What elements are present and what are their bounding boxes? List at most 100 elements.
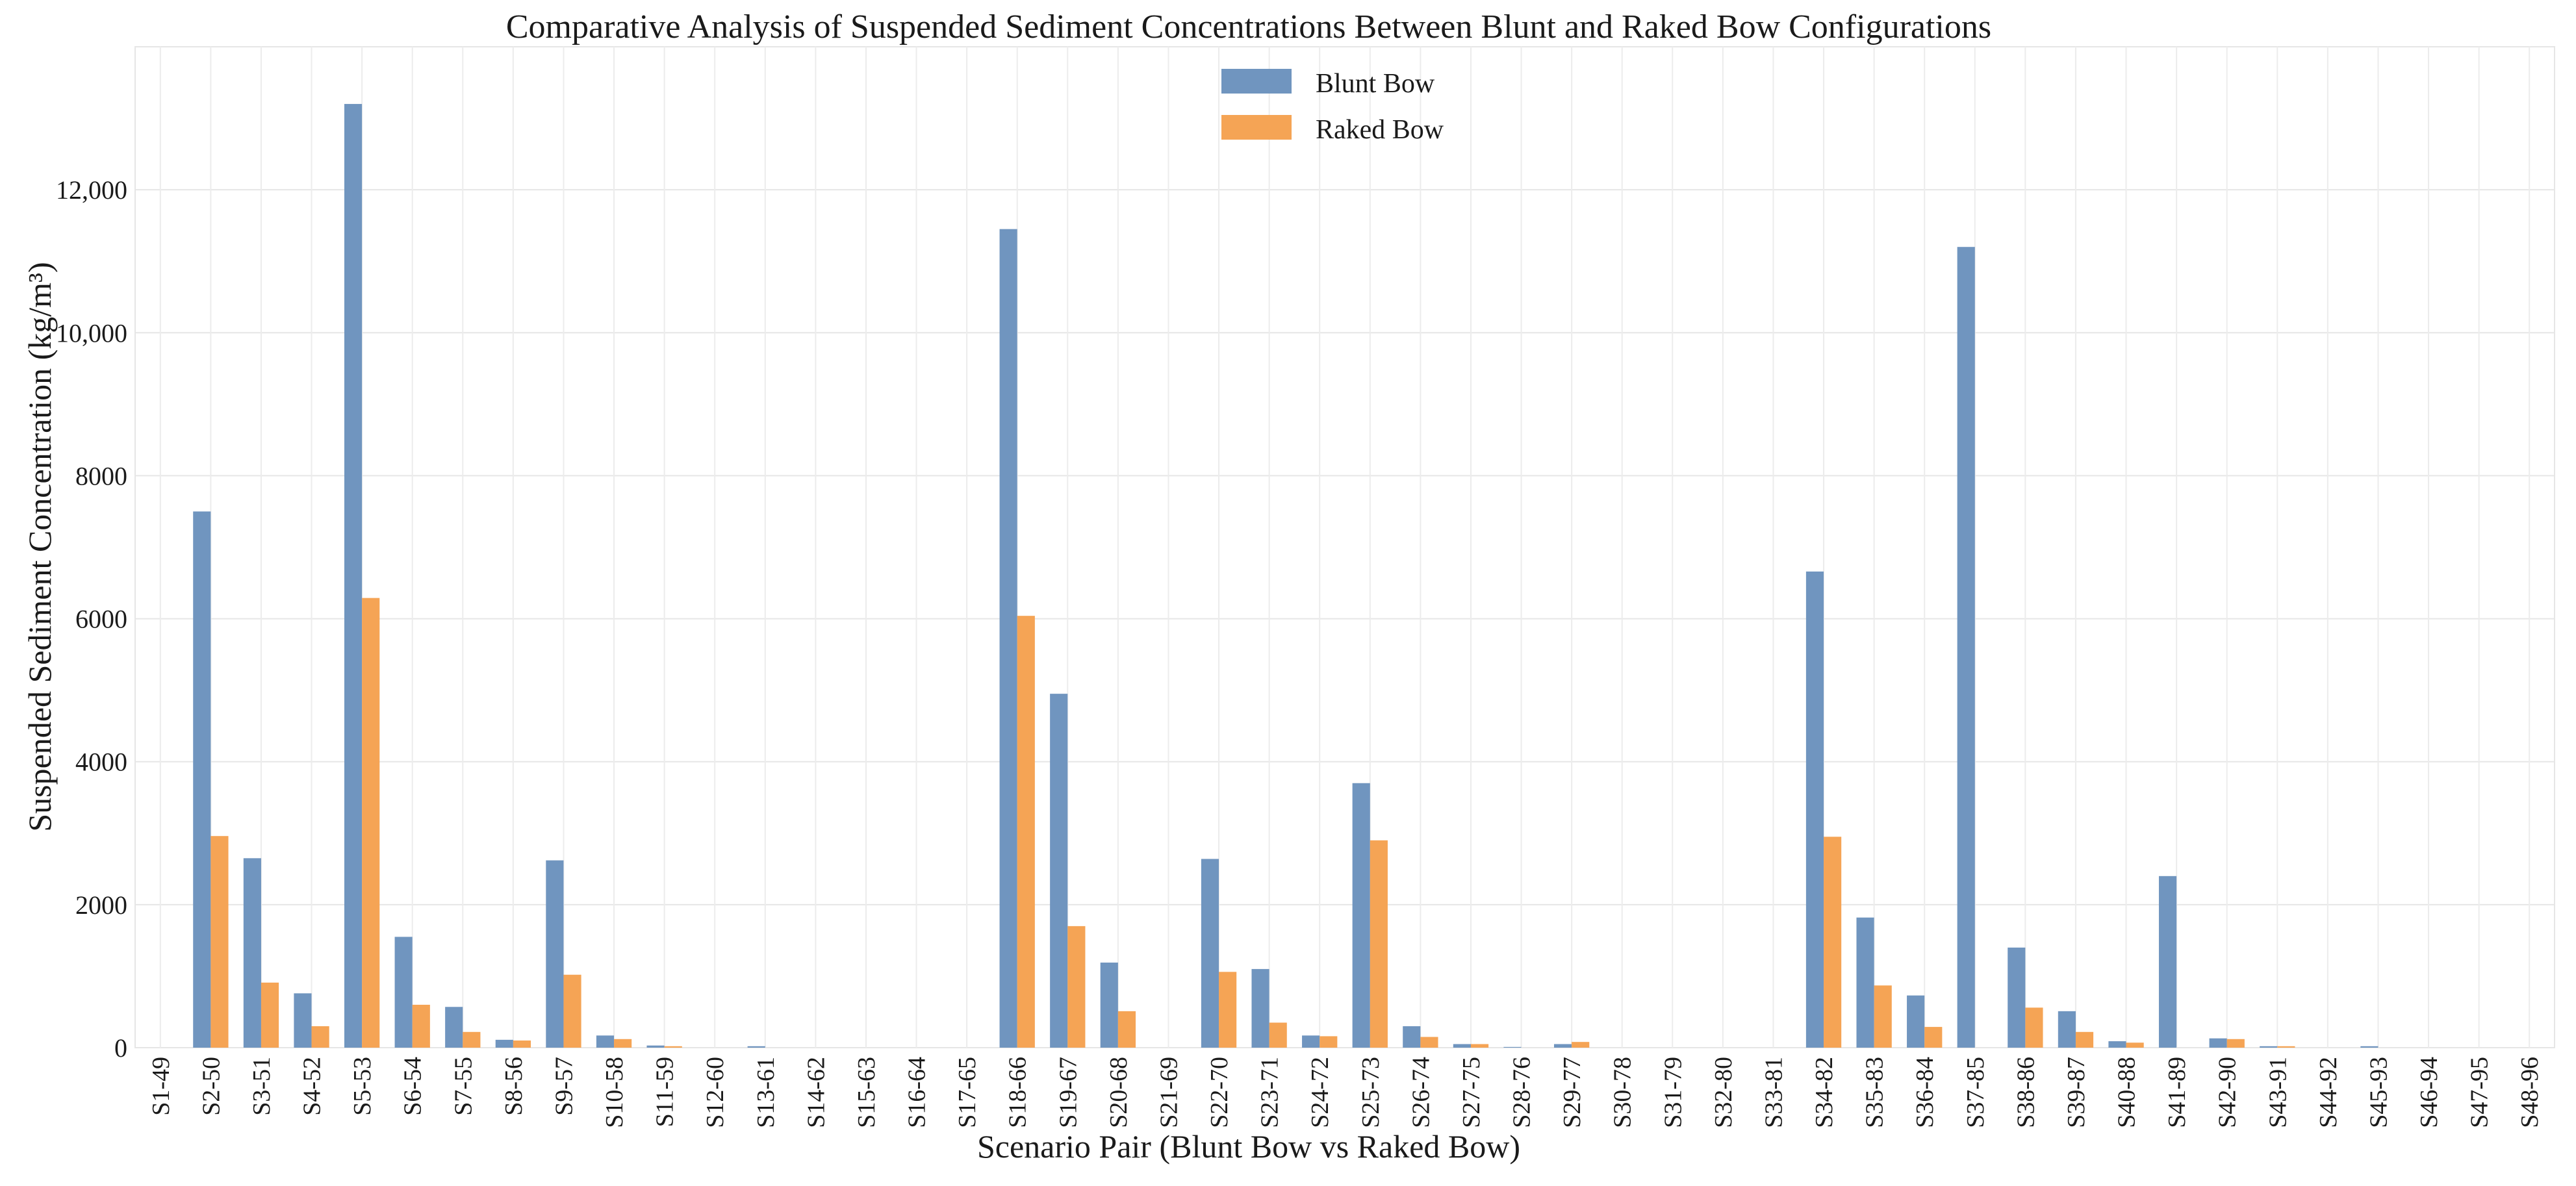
x-tick-label: S22-70: [1206, 1057, 1233, 1128]
y-tick-label: 6000: [75, 605, 127, 634]
x-tick-label: S16-64: [904, 1057, 931, 1128]
bar-raked-bow: [1017, 616, 1035, 1048]
legend-swatch-raked-bow: [1221, 115, 1292, 140]
x-tick-label: S33-81: [1760, 1057, 1787, 1128]
bar-blunt-bow: [2360, 1046, 2378, 1048]
x-tick-label: S34-82: [1811, 1057, 1838, 1128]
bar-blunt-bow: [294, 993, 312, 1048]
x-tick-label: S45-93: [2365, 1057, 2392, 1128]
bar-blunt-bow: [1553, 1044, 1572, 1048]
x-tick-label: S31-79: [1659, 1057, 1687, 1128]
bar-blunt-bow: [2108, 1041, 2126, 1048]
x-tick-label: S30-78: [1609, 1057, 1637, 1128]
bar-blunt-bow: [546, 860, 564, 1048]
bar-blunt-bow: [1352, 783, 1370, 1048]
x-tick-label: S41-89: [2163, 1057, 2191, 1128]
bar-blunt-bow: [2058, 1011, 2076, 1048]
x-tick-label: S7-55: [450, 1057, 477, 1116]
x-tick-label: S48-96: [2516, 1057, 2544, 1128]
bar-raked-bow: [1924, 1027, 1943, 1048]
bar-raked-bow: [1420, 1037, 1438, 1048]
bar-raked-bow: [1067, 926, 1086, 1048]
bar-raked-bow: [2126, 1042, 2144, 1048]
bar-raked-bow: [463, 1031, 481, 1048]
y-axis-label: Suspended Sediment Concentration (kg/m³): [21, 262, 58, 831]
x-tick-label: S12-60: [702, 1057, 729, 1128]
bar-blunt-bow: [445, 1007, 463, 1048]
x-axis-label: Scenario Pair (Blunt Bow vs Raked Bow): [977, 1128, 1520, 1165]
bar-raked-bow: [1117, 1011, 1136, 1048]
bar-raked-bow: [2277, 1046, 2295, 1048]
x-tick-label: S40-88: [2113, 1057, 2141, 1128]
bar-blunt-bow: [2008, 947, 2026, 1048]
x-tick-label: S32-80: [1710, 1057, 1737, 1128]
bar-blunt-bow: [1302, 1035, 1320, 1048]
x-tick-label: S43-91: [2264, 1057, 2291, 1128]
x-tick-label: S15-63: [853, 1057, 880, 1128]
bar-blunt-bow: [1856, 917, 1874, 1048]
bar-raked-bow: [362, 598, 380, 1048]
x-tick-label: S17-65: [954, 1057, 981, 1128]
bar-raked-bow: [1370, 840, 1388, 1048]
bar-blunt-bow: [2158, 876, 2177, 1048]
bar-raked-bow: [1320, 1036, 1338, 1048]
legend-swatch-blunt-bow: [1221, 69, 1292, 94]
y-tick-label: 8000: [75, 461, 127, 490]
y-tick-label: 0: [114, 1033, 127, 1063]
x-tick-label: S10-58: [601, 1057, 628, 1128]
bar-raked-bow: [210, 836, 229, 1048]
bar-blunt-bow: [1403, 1026, 1421, 1048]
bar-blunt-bow: [1453, 1044, 1471, 1048]
y-tick-label: 2000: [75, 890, 127, 920]
x-tick-label: S11-59: [652, 1057, 679, 1127]
legend-label-blunt-bow: Blunt Bow: [1316, 69, 1435, 99]
x-tick-label: S18-66: [1004, 1057, 1032, 1128]
bar-blunt-bow: [1100, 963, 1118, 1048]
bar-blunt-bow: [1907, 995, 1925, 1048]
x-tick-label: S4-52: [299, 1057, 326, 1116]
bar-blunt-bow: [193, 511, 211, 1048]
chart-title: Comparative Analysis of Suspended Sedime…: [506, 8, 1991, 45]
x-tick-label: S35-83: [1861, 1057, 1889, 1128]
bar-blunt-bow: [596, 1035, 615, 1048]
x-tick-label: S39-87: [2063, 1057, 2090, 1128]
x-tick-label: S19-67: [1054, 1057, 1082, 1128]
bar-raked-bow: [311, 1026, 329, 1048]
bar-blunt-bow: [1805, 571, 1824, 1048]
axes-layer: 0 2000 4000 6000 8000 10,000 12,000 S1-49 S2-50 S…: [56, 175, 2544, 1128]
bar-blunt-bow: [344, 104, 363, 1048]
x-tick-label: S37-85: [1962, 1057, 1989, 1128]
bar-blunt-bow: [1251, 968, 1269, 1048]
bar-raked-bow: [1874, 985, 1892, 1048]
bar-blunt-bow: [2209, 1038, 2227, 1048]
x-tick-label: S5-53: [349, 1057, 376, 1116]
bar-blunt-bow: [1201, 859, 1219, 1048]
x-tick-label: S14-62: [802, 1057, 830, 1128]
bar-raked-bow: [2226, 1039, 2245, 1048]
x-tick-label: S38-86: [2012, 1057, 2039, 1128]
bar-blunt-bow: [1050, 694, 1068, 1048]
y-tick-label: 4000: [75, 748, 127, 777]
bar-blunt-bow: [394, 937, 413, 1048]
bar-raked-bow: [1470, 1044, 1489, 1048]
x-tick-label: S23-71: [1256, 1057, 1284, 1128]
x-tick-label: S8-56: [500, 1057, 528, 1116]
bar-raked-bow: [1269, 1022, 1287, 1048]
bar-blunt-bow: [646, 1045, 665, 1048]
bar-raked-bow: [2075, 1031, 2094, 1048]
bar-blunt-bow: [747, 1046, 765, 1048]
x-tick-label: S3-51: [248, 1057, 275, 1116]
bar-raked-bow: [614, 1039, 632, 1048]
bar-blunt-bow: [243, 858, 261, 1048]
x-tick-label: S47-95: [2466, 1057, 2493, 1128]
bar-raked-bow: [1219, 972, 1237, 1048]
y-tick-label: 12,000: [56, 175, 127, 205]
bar-raked-bow: [261, 982, 279, 1048]
legend-label-raked-bow: Raked Bow: [1316, 115, 1444, 145]
x-tick-label: S2-50: [198, 1057, 225, 1116]
x-tick-label: S24-72: [1307, 1057, 1334, 1128]
bar-raked-bow: [412, 1004, 430, 1048]
bar-blunt-bow: [1503, 1046, 1522, 1048]
bars-layer: [193, 104, 2378, 1048]
